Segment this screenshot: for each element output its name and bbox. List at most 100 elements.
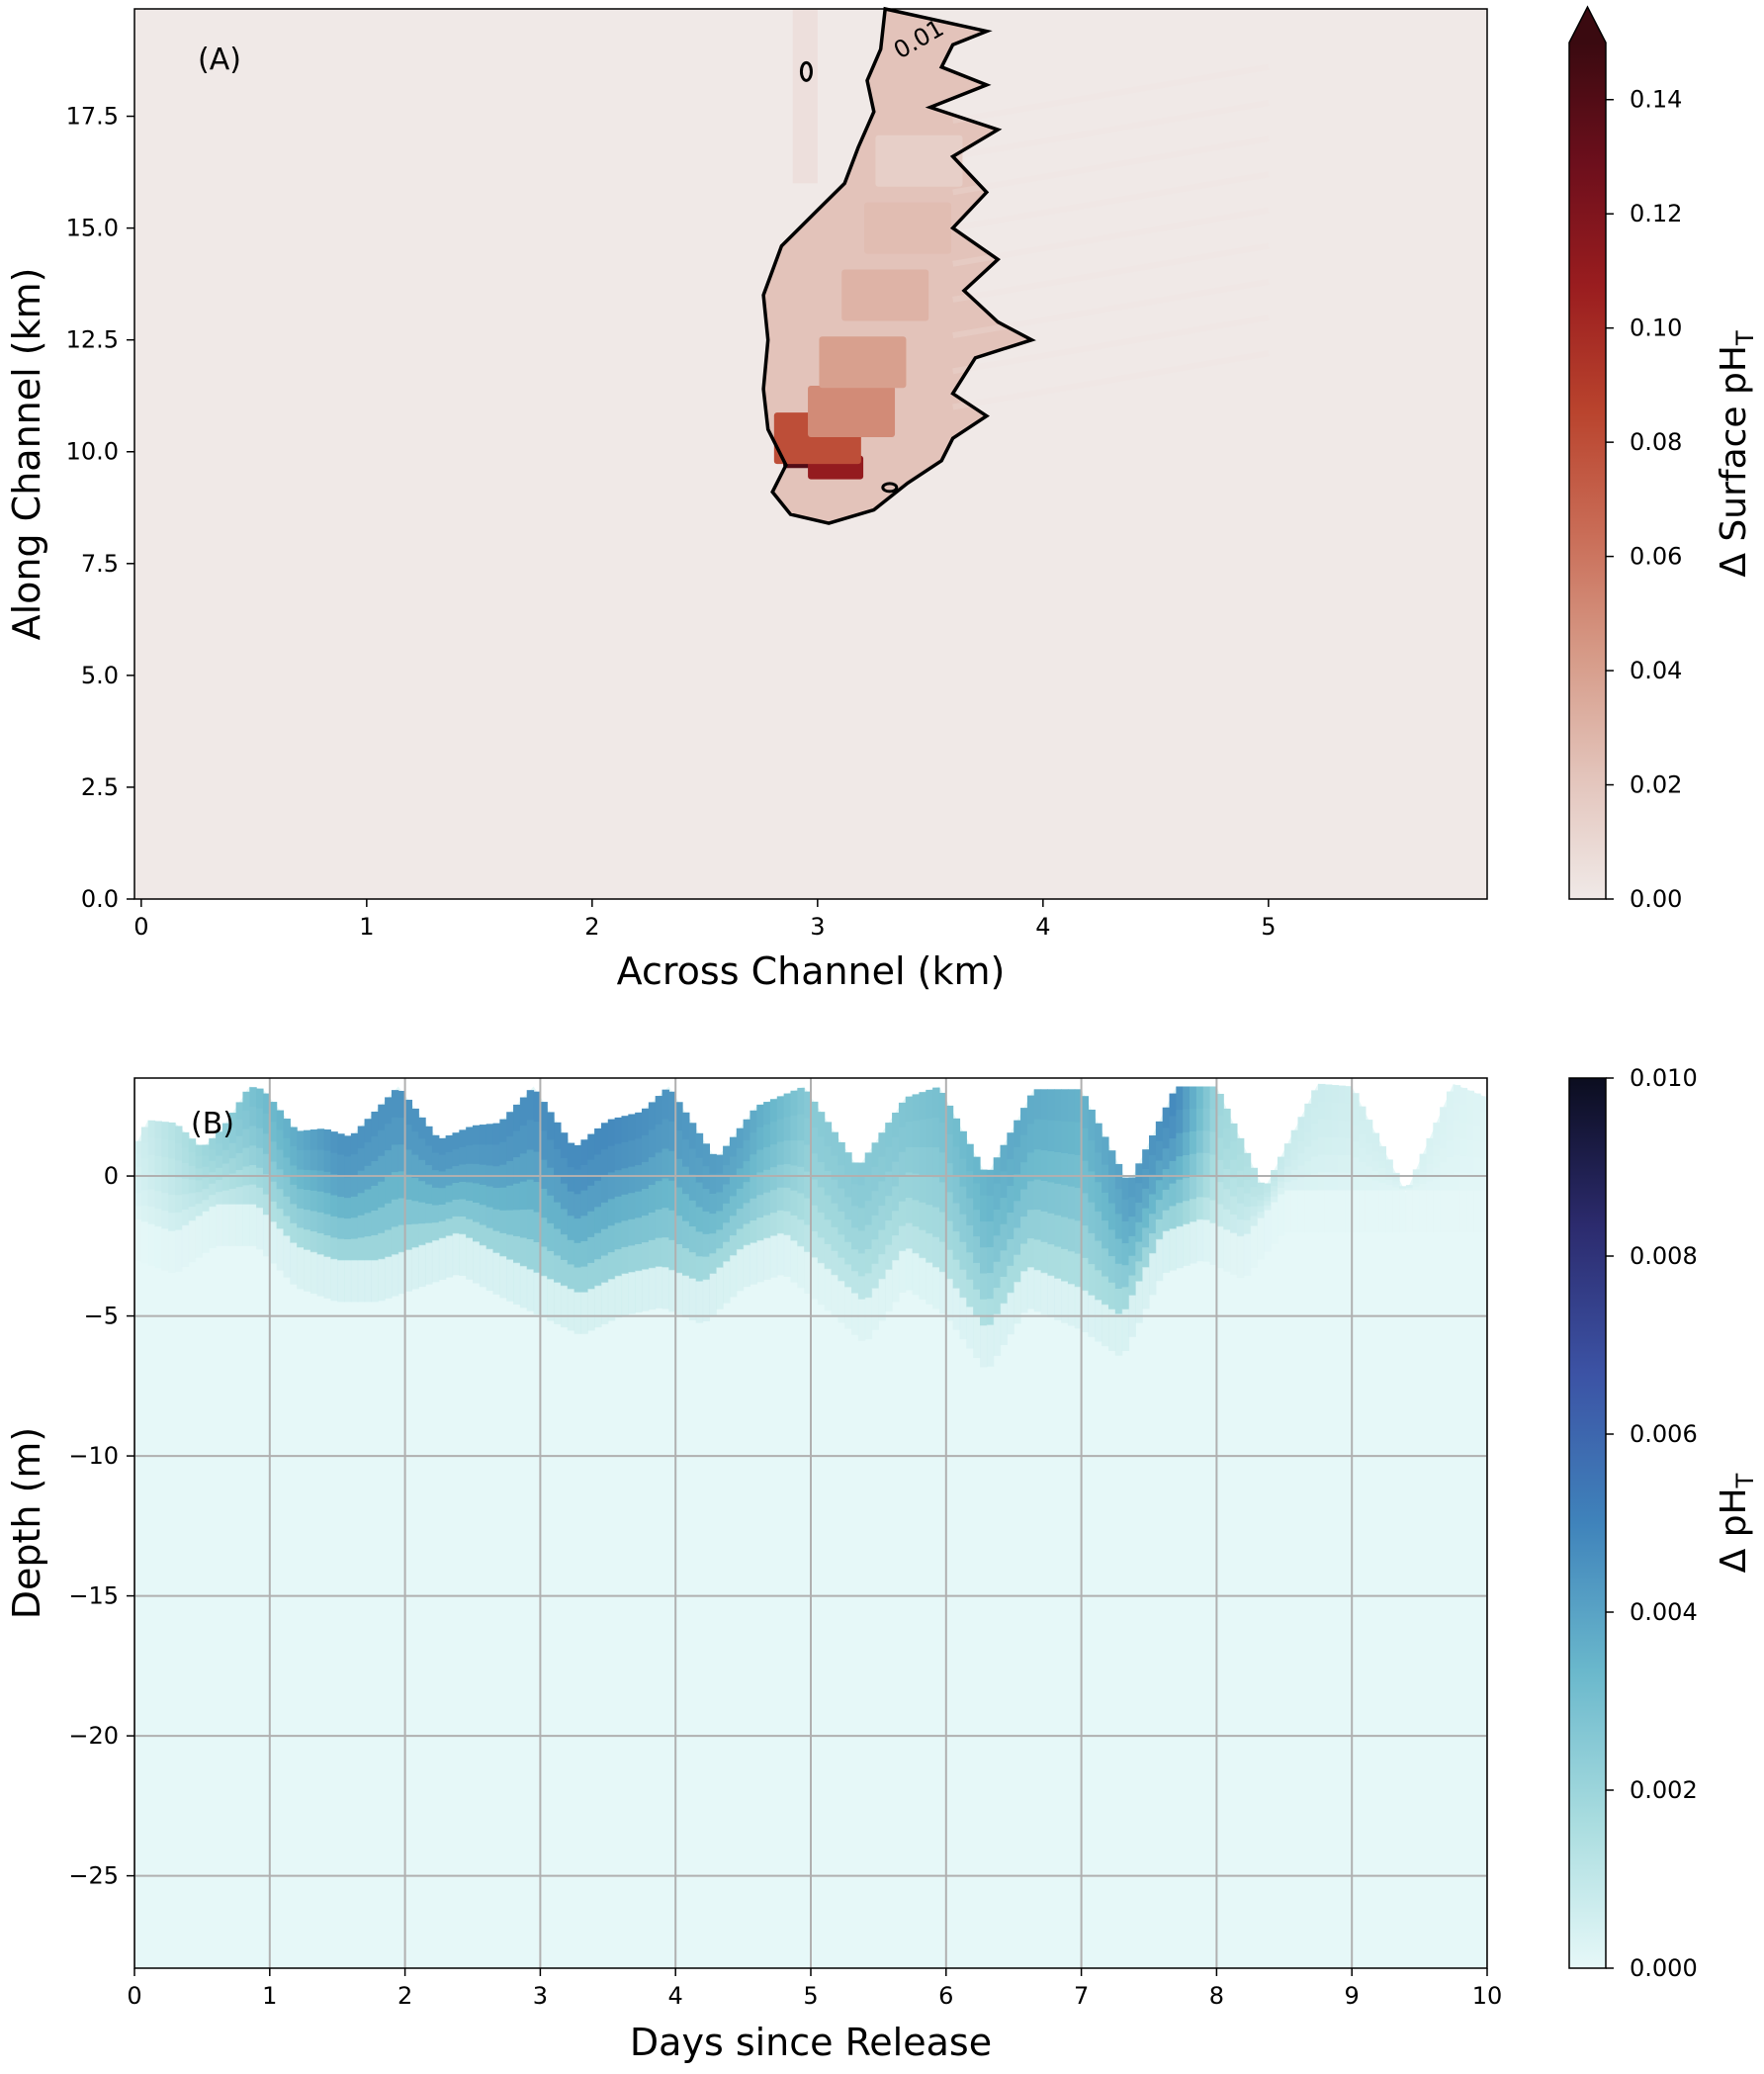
panel-b-plume-cell (952, 1259, 961, 1289)
panel-b-plume-cell (154, 1121, 162, 1139)
panel-b-plume-cell (519, 1125, 528, 1154)
panel-b-plume-cell (695, 1207, 704, 1232)
panel-b-plume-cell (357, 1215, 366, 1238)
panel-b-plume-cell (506, 1185, 514, 1212)
panel-b-plume-cell (1446, 1108, 1455, 1126)
panel-b-plume-cell (797, 1140, 805, 1168)
panel-b-plume-cell (188, 1165, 197, 1181)
panel-b-plume-cell (648, 1102, 657, 1130)
panel-b-plume-cell (723, 1203, 731, 1223)
panel-b-plume-cell (1331, 1102, 1340, 1122)
panel-b-plume-cell (607, 1119, 616, 1147)
panel-b-plume-cell (831, 1155, 838, 1181)
panel-b-plume-cell (479, 1184, 487, 1206)
panel-b-plume-cell (1074, 1253, 1083, 1288)
panel-b-plume-cell (743, 1119, 751, 1141)
panel-b-plume-tail (309, 1251, 318, 1295)
panel-b-plume-cell (1007, 1212, 1014, 1240)
panel-b-plume-tail (1020, 1271, 1028, 1313)
panel-b-plume-cell (485, 1186, 494, 1209)
panel-b-plume-cell (1446, 1156, 1455, 1175)
panel-b-plume-tail (675, 1272, 683, 1315)
panel-b-plume-cell (316, 1128, 325, 1151)
panel-b-plume-tail (404, 1249, 413, 1292)
panel-b-plume-cell (756, 1195, 764, 1218)
panel-b-plume-tail (932, 1267, 940, 1309)
panel-b-plume-cell (371, 1160, 379, 1187)
panel-b-plume-cell (1155, 1160, 1164, 1181)
panel-b-plume-cell (1297, 1128, 1305, 1142)
panel-b-plume-tail (1459, 1190, 1468, 1232)
panel-b-plume-cell (1271, 1191, 1279, 1198)
panel-b-plume-cell (723, 1241, 731, 1262)
panel-a-axes-frame (133, 8, 1488, 900)
panel-b-plume-cell (485, 1144, 494, 1167)
panel-b-plume-tail (1345, 1190, 1353, 1232)
panel-b-plume-cell (1061, 1152, 1069, 1186)
panel-b-plume-cell (628, 1114, 636, 1141)
panel-b-plume-cell (547, 1139, 555, 1169)
panel-b-plume-cell (959, 1158, 967, 1188)
panel-b-plume-cell (945, 1134, 954, 1164)
panel-b-plume-cell (662, 1208, 669, 1238)
panel-b-plume-cell (614, 1249, 623, 1277)
panel-b-plume-cell (1304, 1146, 1312, 1162)
panel-a-y-ticks: 0.0 2.5 5.0 7.5 10.0 12.5 15.0 17.5 (66, 103, 134, 913)
panel-b-plume-tail (1074, 1286, 1083, 1329)
panel-b-plume-cell (513, 1235, 521, 1264)
panel-b-plume-cell (1121, 1265, 1130, 1288)
panel-b-plume-cell (1290, 1139, 1299, 1151)
panel-b-plume-cell (938, 1123, 947, 1153)
panel-b-plume-cell (1040, 1211, 1048, 1243)
panel-b-plume-cell (945, 1163, 954, 1193)
panel-b-plume-cell (350, 1154, 359, 1177)
panel-b-plume-cell (973, 1210, 981, 1237)
panel-b-plume-cell (316, 1170, 325, 1193)
panel-b-plume-cell (1195, 1108, 1204, 1131)
panel-b-plume-cell (425, 1145, 433, 1166)
panel-b-plume-cell (763, 1215, 771, 1239)
panel-b-plume-cell (560, 1209, 569, 1235)
panel-b-plume-cell (1324, 1102, 1333, 1121)
panel-b-plume-cell (344, 1177, 352, 1199)
panel-b-plume-cell (973, 1262, 981, 1291)
panel-b-plume-cell (519, 1153, 528, 1183)
panel-b-plume-cell (769, 1099, 778, 1123)
panel-b-plume-cell (1304, 1161, 1312, 1177)
panel-b-plume-cell (885, 1219, 893, 1246)
panel-b-plume-tail (371, 1259, 379, 1303)
panel-b-plume-cell (1392, 1181, 1400, 1186)
panel-b-plume-tail (790, 1240, 798, 1283)
panel-a-colorbar: 0.00 0.02 0.04 0.06 0.08 0.10 0.12 0.14 Δ Surfa… (1568, 5, 1759, 913)
panel-b-plume-cell (1236, 1154, 1245, 1172)
panel-b-plume-cell (790, 1090, 798, 1117)
panel-b-colorbar-ticks: 0.000 0.002 0.004 0.006 0.008 0.010 (1606, 1064, 1698, 1982)
panel-b-plume-cell (1277, 1156, 1285, 1164)
panel-b-plume-cell (945, 1192, 954, 1222)
panel-b-plume-cell (304, 1169, 311, 1191)
panel-a-colorbar-ticks: 0.00 0.02 0.04 0.06 0.08 0.10 0.12 0.14 (1606, 86, 1682, 913)
panel-b-plume-cell (1014, 1120, 1021, 1148)
panel-b-plume-cell (1399, 1189, 1407, 1191)
panel-b-plume-cell (1162, 1107, 1171, 1129)
panel-b-plume-cell (147, 1120, 156, 1138)
panel-b-plume-cell (473, 1144, 481, 1165)
panel-b-plume-cell (344, 1198, 352, 1219)
panel-b-plume-cell (1020, 1134, 1028, 1163)
panel-b-plume-cell (492, 1144, 500, 1167)
panel-b-plume-cell (140, 1142, 149, 1159)
panel-b-plume-cell (1190, 1131, 1197, 1155)
panel-b-plume-tail (168, 1230, 176, 1273)
panel-b-plume-cell (838, 1257, 845, 1282)
panel-b-plume-cell (709, 1173, 717, 1195)
panel-a-x-tick-label: 2 (584, 913, 599, 941)
panel-b-plume-cell (817, 1112, 826, 1138)
panel-b-plume-cell (221, 1177, 230, 1192)
panel-a-x-tick-label: 1 (359, 913, 374, 941)
panel-b-plume-cell (736, 1127, 745, 1149)
panel-b-plume-cell (404, 1174, 413, 1201)
panel-b-plume-cell (391, 1199, 399, 1228)
panel-b-plume-tail (1081, 1290, 1090, 1333)
panel-b-plume-cell (1176, 1156, 1184, 1181)
panel-b-plume-tail (892, 1259, 900, 1303)
